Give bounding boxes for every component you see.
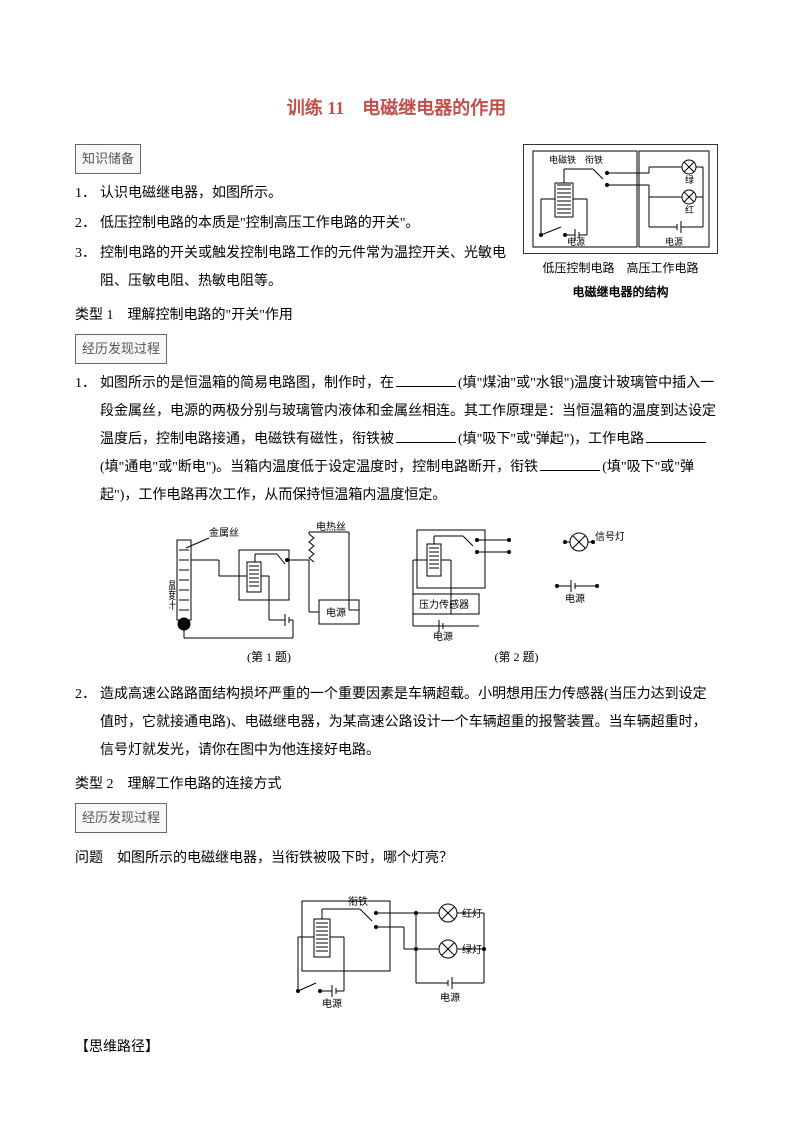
item-number: 3．	[75, 240, 96, 296]
item-number: 1．	[75, 370, 96, 510]
thinking-path-heading: 【思维路径】	[75, 1034, 718, 1062]
question-text: 如图所示的电磁继电器，当衔铁被吸下时，哪个灯亮？	[117, 851, 453, 866]
svg-text:红灯: 红灯	[462, 907, 482, 920]
q1-text-4: (填"通电"或"断电")。当箱内温度低于设定温度时，控制电路断开，衔铁	[100, 460, 538, 475]
svg-text:电源: 电源	[565, 592, 585, 605]
svg-text:绿: 绿	[685, 174, 694, 185]
figure-q1: 金属丝 电热丝 电源 温度计 (第 1 题)	[169, 520, 369, 669]
knowledge-item-1: 1． 认识电磁继电器，如图所示。	[75, 180, 513, 208]
page-title: 训练 11 电磁继电器的作用	[75, 90, 718, 126]
svg-text:衔铁: 衔铁	[348, 895, 368, 908]
fill-blank[interactable]	[540, 457, 600, 471]
question-1: 1． 如图所示的是恒温箱的简易电路图，制作时，在(填"煤油"或"水银")温度计玻…	[75, 370, 718, 510]
figures-row: 金属丝 电热丝 电源 温度计 (第 1 题)	[75, 520, 718, 669]
svg-text:温度计: 温度计	[169, 580, 176, 611]
type1-heading: 类型 1 理解控制电路的"开关"作用	[75, 302, 718, 330]
type2-heading: 类型 2 理解工作电路的连接方式	[75, 771, 718, 799]
process-tag-2: 经历发现过程	[75, 803, 167, 833]
svg-text:衔铁: 衔铁	[585, 154, 603, 165]
fig-label: (第 2 题)	[409, 645, 624, 669]
item-text: 如图所示的是恒温箱的简易电路图，制作时，在(填"煤油"或"水银")温度计玻璃管中…	[100, 370, 718, 510]
knowledge-item-3: 3． 控制电路的开关或触发控制电路工作的元件常为温控开关、光敏电阻、压敏电阻、热…	[75, 240, 513, 296]
svg-text:电磁铁: 电磁铁	[549, 154, 576, 165]
svg-text:绿灯: 绿灯	[462, 943, 482, 956]
question-2: 2． 造成高速公路路面结构损坏严重的一个重要因素是车辆超载。小明想用压力传感器(…	[75, 681, 718, 765]
svg-text:信号灯: 信号灯	[595, 531, 624, 543]
knowledge-tag: 知识储备	[75, 144, 141, 174]
svg-text:金属丝: 金属丝	[209, 526, 239, 539]
process-tag-1: 经历发现过程	[75, 334, 167, 364]
knowledge-item-2: 2． 低压控制电路的本质是"控制高压工作电路的开关"。	[75, 210, 513, 238]
fill-blank[interactable]	[396, 429, 456, 443]
svg-text:电源: 电源	[322, 997, 342, 1010]
item-text: 造成高速公路路面结构损坏严重的一个重要因素是车辆超载。小明想用压力传感器(当压力…	[100, 681, 718, 765]
item-number: 1．	[75, 180, 96, 208]
example-question: 问题 如图所示的电磁继电器，当衔铁被吸下时，哪个灯亮？	[75, 845, 718, 873]
svg-text:电源: 电源	[326, 606, 346, 619]
item-text: 低压控制电路的本质是"控制高压工作电路的开关"。	[100, 210, 513, 238]
svg-text:电源: 电源	[567, 236, 585, 247]
item-text: 控制电路的开关或触发控制电路工作的元件常为温控开关、光敏电阻、压敏电阻、热敏电阻…	[100, 240, 513, 296]
right-fig-caption1: 低压控制电路 高压工作电路	[523, 256, 718, 280]
q1-text-3: (填"吸下"或"弹起")，工作电路	[458, 432, 644, 447]
svg-text:红: 红	[685, 204, 694, 215]
svg-text:电热丝: 电热丝	[316, 520, 346, 533]
svg-text:电源: 电源	[665, 236, 683, 247]
q1-text-1: 如图所示的是恒温箱的简易电路图，制作时，在	[100, 376, 394, 391]
svg-text:电源: 电源	[433, 630, 453, 643]
svg-text:电源: 电源	[440, 991, 460, 1004]
question-label: 问题	[75, 851, 103, 866]
svg-text:压力传感器: 压力传感器	[419, 598, 469, 611]
item-text: 认识电磁继电器，如图所示。	[100, 180, 513, 208]
fig-label: (第 1 题)	[169, 645, 369, 669]
item-number: 2．	[75, 681, 96, 765]
fill-blank[interactable]	[396, 373, 456, 387]
right-fig-caption2: 电磁继电器的结构	[523, 280, 718, 304]
fill-blank[interactable]	[646, 429, 706, 443]
figure-q2: 压力传感器 信号灯 电源 电源 (第 2 题)	[409, 520, 624, 669]
relay-structure-figure: 电磁铁 衔铁 绿 红 电源 电源 低压控制电路 高压工作电路 电磁继电器的结构	[523, 144, 718, 304]
bottom-figure: 衔铁 红灯 绿灯 电源 电源	[75, 883, 718, 1024]
item-number: 2．	[75, 210, 96, 238]
